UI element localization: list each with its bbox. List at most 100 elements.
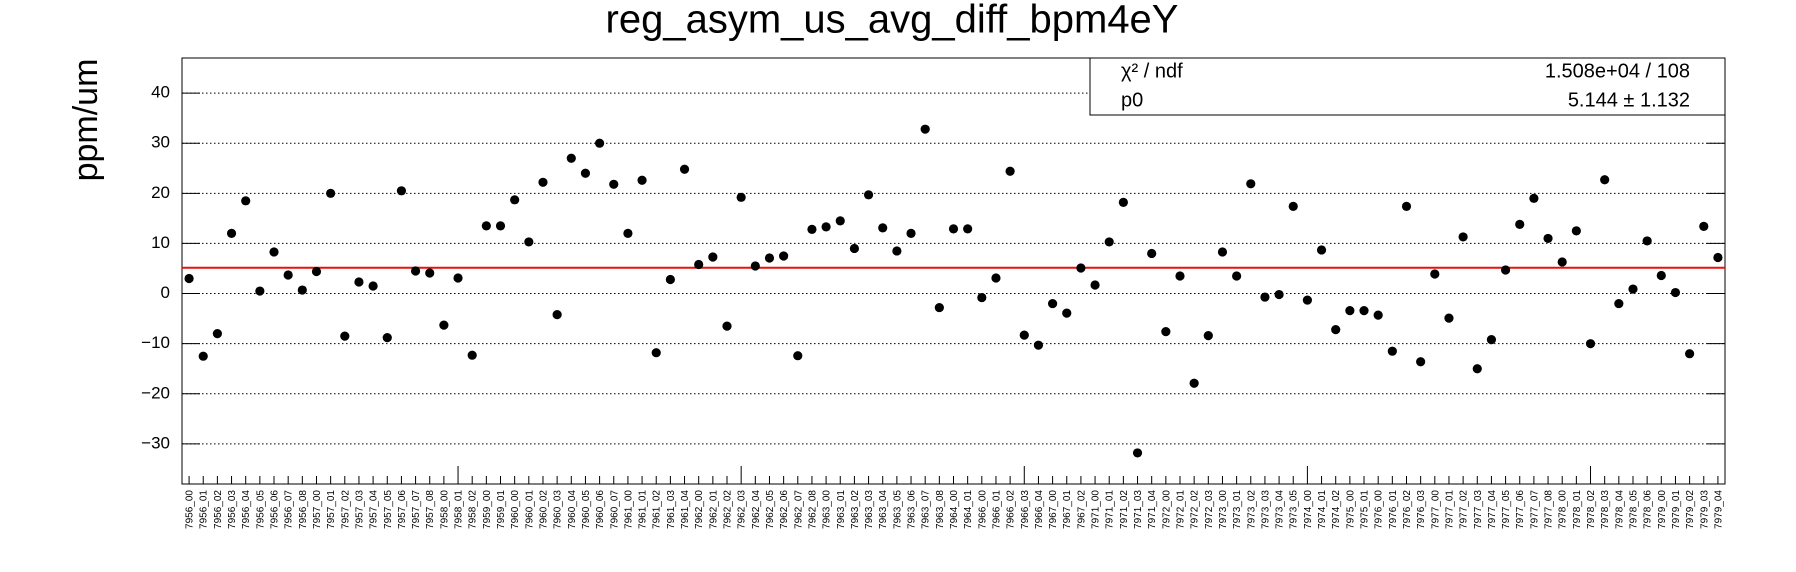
x-tick-label: 7957_06 — [397, 490, 408, 529]
x-tick-label: 7963_02 — [850, 490, 861, 529]
x-tick-label: 7974_02 — [1331, 490, 1342, 529]
data-point — [991, 273, 1001, 283]
data-point — [1416, 357, 1426, 367]
data-point — [1147, 248, 1157, 259]
data-point — [212, 329, 222, 339]
x-tick-label: 7962_00 — [694, 490, 705, 529]
data-point — [1047, 298, 1058, 309]
data-point — [1062, 308, 1072, 318]
x-tick-label: 7960_07 — [609, 490, 620, 529]
data-point — [1529, 193, 1539, 203]
y-tick-label: −10 — [141, 333, 170, 352]
x-tick-label: 7957_07 — [411, 490, 422, 529]
x-tick-label: 7957_05 — [383, 490, 394, 529]
x-tick-label: 7967_01 — [1062, 490, 1073, 529]
data-point — [764, 253, 775, 263]
data-point — [283, 270, 293, 280]
data-point — [1557, 257, 1567, 267]
data-point — [580, 168, 591, 178]
data-point — [1118, 197, 1128, 207]
data-point — [863, 190, 874, 200]
x-tick-label: 7978_00 — [1558, 490, 1569, 529]
data-point — [297, 285, 307, 295]
x-tick-label: 7972_02 — [1190, 490, 1201, 529]
chart-title: reg_asym_us_avg_diff_bpm4eY — [606, 0, 1179, 42]
x-tick-label: 7962_05 — [765, 490, 776, 529]
x-tick-label: 7963_05 — [892, 490, 903, 529]
data-point — [821, 222, 831, 232]
x-tick-label: 7963_00 — [822, 490, 833, 529]
x-tick-label: 7967_00 — [1048, 490, 1059, 529]
data-point — [326, 188, 336, 198]
x-tick-label: 7971_02 — [1119, 490, 1130, 529]
x-tick-label: 7956_04 — [241, 490, 252, 529]
data-point — [793, 351, 803, 361]
x-tick-label: 7979_04 — [1713, 490, 1724, 529]
data-point — [1401, 201, 1412, 211]
data-point — [623, 228, 633, 239]
data-point — [396, 186, 407, 196]
x-tick-label: 7976_03 — [1416, 490, 1427, 529]
data-point — [1543, 233, 1553, 244]
data-point — [1713, 252, 1723, 263]
x-tick-label: 7958_00 — [439, 490, 450, 529]
data-point — [835, 216, 845, 226]
data-point — [467, 350, 477, 360]
y-tick-label: 0 — [161, 283, 170, 302]
data-point — [1515, 219, 1525, 229]
x-tick-label: 7974_01 — [1317, 490, 1328, 529]
data-point — [269, 247, 279, 257]
x-tick-label: 7972_00 — [1161, 490, 1172, 529]
x-tick-label: 7977_01 — [1444, 490, 1455, 529]
data-point — [1161, 327, 1171, 337]
data-point — [906, 228, 916, 239]
x-tick-label: 7978_04 — [1614, 490, 1625, 529]
x-tick-label: 7966_02 — [1006, 490, 1017, 529]
data-point — [1175, 271, 1185, 281]
x-tick-label: 7962_08 — [807, 490, 818, 529]
x-tick-label: 7964_01 — [963, 490, 974, 529]
data-point — [708, 252, 718, 262]
x-tick-label: 7971_04 — [1147, 490, 1158, 529]
data-point — [694, 259, 704, 270]
data-point — [1600, 175, 1610, 185]
x-tick-label: 7961_04 — [680, 490, 691, 529]
x-tick-label: 7963_01 — [836, 490, 847, 529]
x-tick-label: 7979_00 — [1657, 490, 1668, 529]
x-tick-label: 7962_07 — [793, 490, 804, 529]
stats-value: 1.508e+04 / 108 — [1545, 60, 1690, 82]
x-tick-label: 7962_04 — [751, 490, 762, 529]
y-tick-label: 10 — [151, 233, 170, 252]
x-tick-label: 7966_01 — [991, 490, 1002, 529]
x-tick-label: 7959_00 — [482, 490, 493, 529]
data-point — [1656, 270, 1666, 281]
x-tick-label: 7963_08 — [935, 490, 946, 529]
data-point — [198, 351, 208, 361]
data-point — [439, 320, 449, 330]
x-tick-label: 7976_00 — [1374, 490, 1385, 529]
y-tick-label: 20 — [151, 183, 170, 202]
data-point — [495, 221, 506, 231]
x-tick-label: 7960_03 — [553, 490, 564, 529]
data-point — [750, 261, 760, 271]
data-points — [182, 124, 1725, 458]
data-point — [453, 273, 463, 283]
data-point — [1359, 305, 1369, 316]
x-tick-label: 7961_01 — [638, 490, 649, 529]
data-point — [1444, 313, 1454, 323]
data-point — [1019, 330, 1029, 340]
data-point — [1486, 335, 1497, 345]
stats-box: χ² / ndf 1.508e+04 / 108 p0 5.144 ± 1.132 — [1089, 57, 1726, 116]
data-point — [849, 243, 860, 254]
x-tick-label: 7977_03 — [1473, 490, 1484, 529]
data-point — [368, 281, 378, 291]
y-tick-label: −30 — [141, 433, 170, 452]
data-point — [679, 164, 690, 174]
x-tick-label: 7961_02 — [652, 490, 663, 529]
x-tick-label: 7971_01 — [1105, 490, 1116, 529]
data-point — [1430, 269, 1440, 279]
data-point — [1005, 166, 1015, 176]
stats-label: χ² / ndf — [1121, 60, 1183, 82]
x-tick-label: 7962_01 — [708, 490, 719, 529]
data-point — [481, 221, 491, 231]
